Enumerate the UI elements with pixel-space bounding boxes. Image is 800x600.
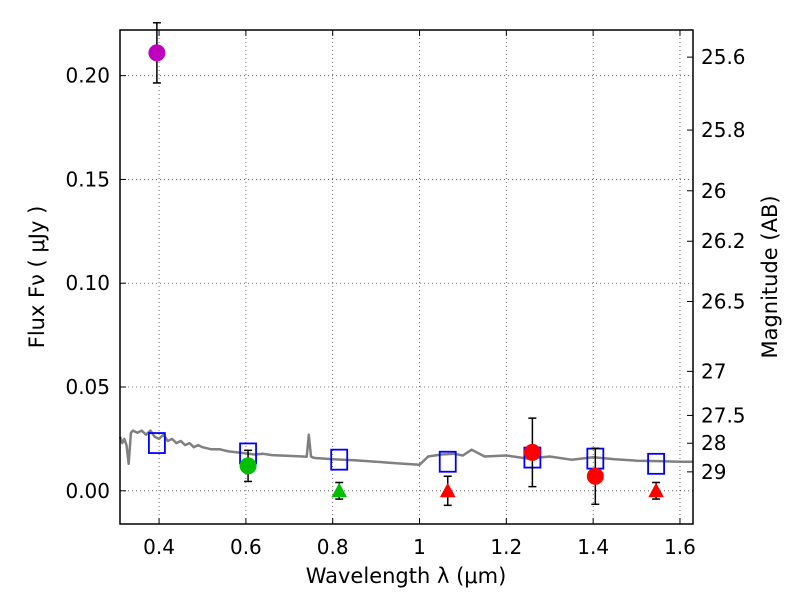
observation-point xyxy=(586,467,604,485)
model-point xyxy=(147,432,166,454)
grid-layer xyxy=(120,30,693,524)
y-axis-title: Flux Fν ( μJy ) xyxy=(25,206,49,349)
y-tick-label: 0.15 xyxy=(65,167,110,191)
y-tick-label: 0.05 xyxy=(65,375,110,399)
upper-limit-marker xyxy=(331,482,348,498)
plot-frame xyxy=(119,29,694,525)
upper-limit-marker xyxy=(439,482,456,498)
mag-tick-label: 25.8 xyxy=(701,118,746,142)
axis-ticks: 0.4 0.6 0.8 1 1.2 1.4 1.6 0.00 0.05 0.10 0.15 0.20 2… xyxy=(65,30,746,559)
mag-tick-label: 26.2 xyxy=(701,229,746,253)
model-point xyxy=(330,448,349,471)
mag-tick-label: 27 xyxy=(701,359,726,383)
model-sed-layer xyxy=(118,429,693,467)
y-tick-label: 0.00 xyxy=(65,479,110,503)
y-tick-label: 0.20 xyxy=(65,64,110,88)
mag-tick-label: 28 xyxy=(701,431,726,455)
y-tick-label: 0.10 xyxy=(65,271,110,295)
mag-tick-label: 29 xyxy=(701,460,726,484)
observation-point xyxy=(523,443,541,461)
x-tick-label: 0.8 xyxy=(317,535,349,559)
observations-layer xyxy=(148,21,664,507)
model-point xyxy=(647,452,666,475)
model-points-layer xyxy=(147,432,666,475)
model-sed-line xyxy=(118,429,693,467)
mag-tick-label: 26 xyxy=(701,179,726,203)
mag-tick-label: 25.6 xyxy=(701,45,746,69)
x-tick-label: 1 xyxy=(413,535,426,559)
mag-tick-label: 27.5 xyxy=(701,403,746,427)
mag-tick-label: 26.5 xyxy=(701,289,746,313)
x-tick-label: 1.6 xyxy=(664,535,696,559)
y2-axis-title: Magnitude (AB) xyxy=(758,195,782,358)
x-axis-title: Wavelength λ (μm) xyxy=(306,564,507,588)
x-tick-label: 1.4 xyxy=(577,535,609,559)
upper-limit-marker xyxy=(648,482,664,498)
observation-point xyxy=(148,44,166,62)
observation-point xyxy=(239,457,257,475)
x-tick-label: 0.6 xyxy=(230,535,262,559)
x-tick-label: 0.4 xyxy=(143,535,175,559)
x-tick-label: 1.2 xyxy=(490,535,522,559)
model-point xyxy=(438,450,457,473)
